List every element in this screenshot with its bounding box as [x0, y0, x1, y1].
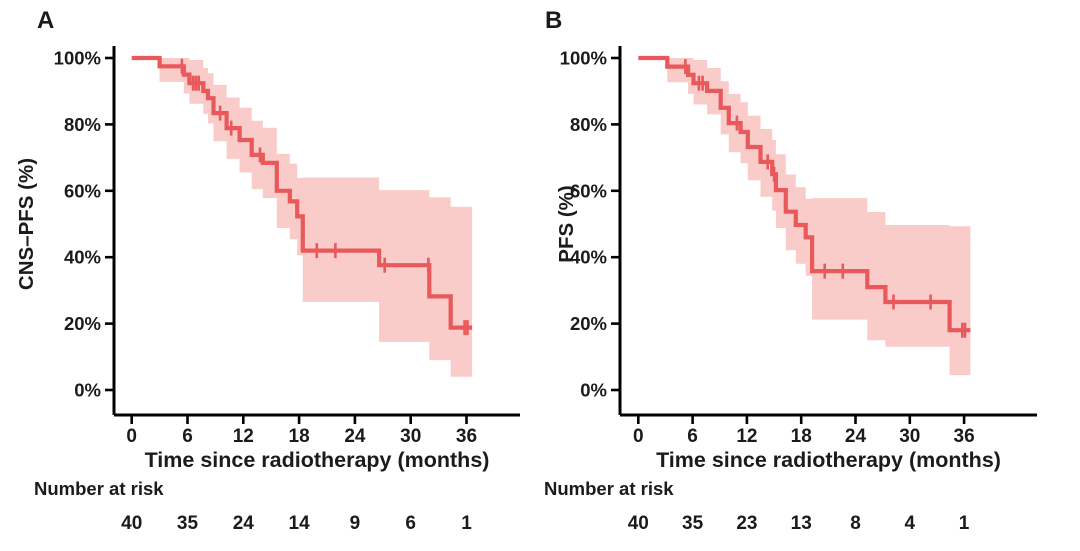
- risk-count: 4: [905, 513, 916, 534]
- panel-a: 0% 20% 40% 60% 80% 100% 0 40 6 35 12 24 18 14 24 9 30 6 36…: [15, 7, 520, 534]
- risk-count: 23: [736, 513, 757, 534]
- km-curve: [638, 55, 971, 333]
- x-tick-label: 18: [289, 426, 310, 447]
- panel-b-chart: 0% 20% 40% 60% 80% 100% 0 40 6 35 12 23 18 13 24 8 30 4 36…: [560, 46, 1037, 534]
- y-tick-label: 20%: [64, 313, 101, 334]
- axis-lines: [112, 46, 520, 417]
- risk-count: 1: [959, 513, 970, 534]
- km-curve: [131, 55, 473, 330]
- panel-b-y-axis-title: PFS (%): [555, 185, 578, 263]
- panel-a-chart: 0% 20% 40% 60% 80% 100% 0 40 6 35 12 24 18 14 24 9 30 6 36…: [54, 46, 520, 534]
- panel-a-letter: A: [37, 7, 55, 34]
- x-tick-label: 0: [126, 426, 137, 447]
- x-tick-label: 12: [736, 426, 757, 447]
- x-tick-label: 24: [845, 426, 867, 447]
- x-tick-label: 30: [400, 426, 421, 447]
- risk-count: 14: [289, 513, 311, 534]
- y-tick-label: 60%: [570, 180, 607, 201]
- axis-lines: [618, 46, 1037, 417]
- confidence-band: [159, 58, 473, 377]
- y-tick-label: 100%: [560, 48, 607, 69]
- y-tick-label: 20%: [570, 313, 607, 334]
- y-tick-label: 0%: [580, 380, 607, 401]
- risk-count: 40: [628, 513, 649, 534]
- risk-count: 8: [850, 513, 861, 534]
- risk-count: 6: [405, 513, 416, 534]
- risk-count: 13: [791, 513, 812, 534]
- y-tick-label: 60%: [64, 180, 101, 201]
- x-tick-label: 24: [344, 426, 366, 447]
- risk-count: 35: [177, 513, 199, 534]
- risk-count: 24: [233, 513, 255, 534]
- x-tick-label: 12: [233, 426, 254, 447]
- y-tick-label: 80%: [570, 114, 607, 135]
- y-tick-label: 40%: [64, 247, 101, 268]
- x-tick-label: 30: [899, 426, 920, 447]
- y-tick-label: 40%: [570, 247, 607, 268]
- confidence-band: [667, 58, 971, 376]
- panel-b-risk-table-label: Number at risk: [544, 478, 674, 499]
- x-tick-label: 18: [791, 426, 812, 447]
- y-tick-label: 100%: [54, 48, 101, 69]
- x-tick-label: 36: [456, 426, 477, 447]
- x-tick-label: 36: [954, 426, 975, 447]
- risk-count: 1: [461, 513, 472, 534]
- panel-a-risk-table-label: Number at risk: [34, 478, 164, 499]
- panel-b-letter: B: [545, 7, 563, 34]
- x-tick-label: 6: [687, 426, 698, 447]
- panel-a-y-axis-title: CNS–PFS (%): [15, 157, 38, 291]
- risk-count: 40: [121, 513, 142, 534]
- y-tick-label: 0%: [74, 380, 101, 401]
- risk-count: 9: [350, 513, 361, 534]
- x-tick-label: 6: [182, 426, 193, 447]
- y-tick-label: 80%: [64, 114, 101, 135]
- x-tick-label: 0: [633, 426, 644, 447]
- panel-b-x-axis-title: Time since radiotherapy (months): [656, 448, 1001, 472]
- panel-b: 0% 20% 40% 60% 80% 100% 0 40 6 35 12 23 18 13 24 8 30 4 36…: [540, 0, 1080, 551]
- panel-a-x-axis-title: Time since radiotherapy (months): [144, 448, 490, 472]
- risk-count: 35: [682, 513, 704, 534]
